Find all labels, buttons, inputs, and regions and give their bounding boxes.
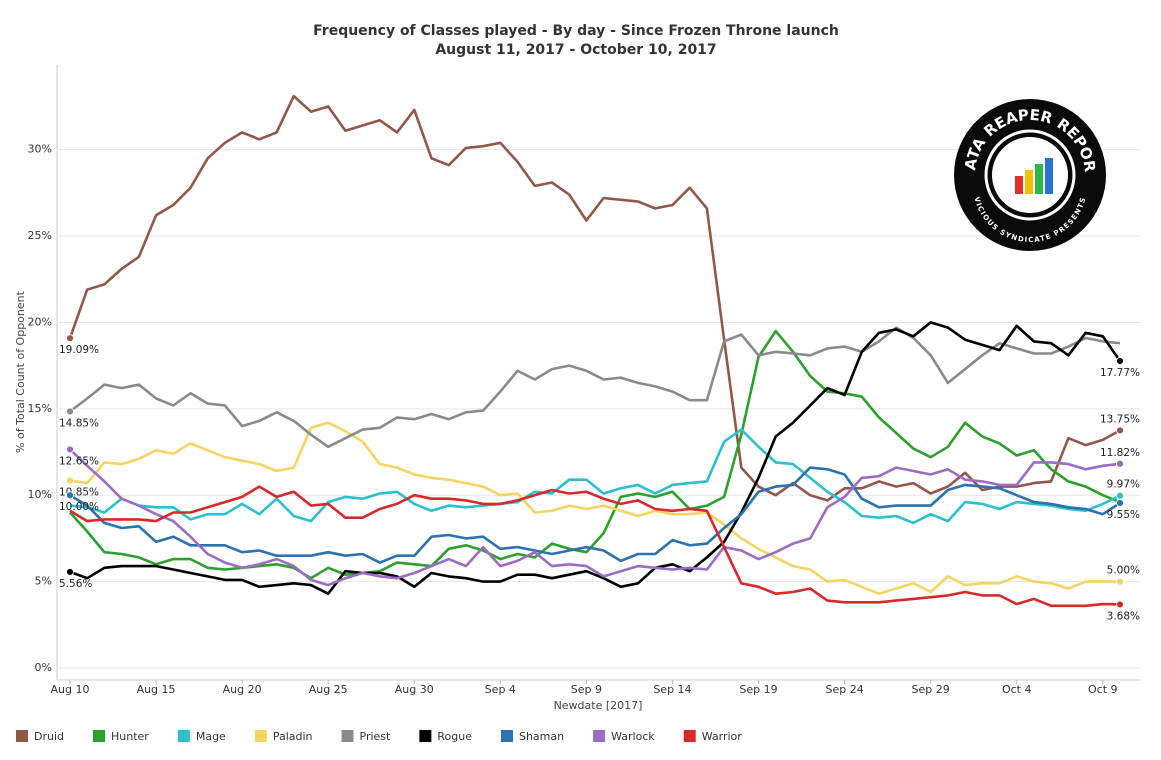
legend-label: Druid: [34, 730, 64, 743]
legend-swatch: [16, 730, 28, 742]
legend-swatch: [93, 730, 106, 742]
legend-item: Druid: [16, 730, 64, 743]
value-label: 13.75%: [1100, 413, 1140, 425]
y-tick-label: 10%: [28, 488, 52, 501]
legend-item: Warlock: [593, 730, 655, 743]
value-label: 17.77%: [1100, 367, 1140, 379]
legend-swatch: [593, 730, 606, 742]
legend-label: Rogue: [437, 730, 472, 743]
end-marker: [66, 476, 74, 485]
end-marker: [1116, 426, 1124, 435]
legend-item: Hunter: [93, 730, 149, 743]
x-tick-label: Sep 19: [739, 683, 777, 696]
series-line: [69, 421, 1120, 595]
logo-bar: [1035, 164, 1043, 194]
end-marker: [66, 334, 74, 343]
series-line: [69, 326, 1121, 449]
series-line: [69, 428, 1121, 525]
end-marker: [1116, 459, 1124, 468]
x-tick-label: Aug 30: [395, 683, 434, 696]
end-marker: [66, 491, 74, 500]
y-tick-label: 30%: [28, 143, 52, 156]
value-label: 9.55%: [1107, 509, 1140, 521]
end-marker: [1116, 499, 1124, 507]
legend-item: Warrior: [683, 730, 743, 743]
legend-item: Priest: [341, 730, 392, 743]
x-tick-label: Sep 29: [912, 683, 950, 696]
legend-label: Shaman: [519, 730, 564, 743]
y-axis-title: % of Total Count of Opponent: [14, 290, 27, 453]
y-tick-label: 25%: [28, 229, 52, 242]
value-label: 9.97%: [1107, 479, 1140, 491]
legend-label: Warrior: [702, 730, 743, 743]
legend-swatch: [254, 730, 267, 742]
legend-swatch: [500, 730, 513, 742]
legend-swatch: [419, 730, 432, 742]
end-marker: [66, 445, 74, 454]
y-tick-label: 0%: [35, 661, 52, 674]
chart-title: Frequency of Classes played - By day - S…: [313, 23, 839, 39]
chart-subtitle: August 11, 2017 - October 10, 2017: [435, 42, 716, 58]
legend-label: Warlock: [611, 730, 655, 743]
x-tick-label: Aug 25: [309, 683, 348, 696]
logo-bar: [1025, 170, 1033, 194]
y-tick-label: 15%: [28, 402, 52, 415]
end-marker: [1116, 600, 1124, 609]
x-tick-label: Aug 10: [51, 683, 90, 696]
x-tick-label: Aug 20: [223, 683, 262, 696]
legend-swatch: [177, 730, 190, 742]
end-marker: [1116, 357, 1124, 365]
series-line: [68, 94, 1121, 502]
logo-bar: [1045, 158, 1053, 194]
legend-swatch: [683, 730, 696, 742]
legend-item: Rogue: [419, 730, 472, 743]
y-tick-label: 5%: [35, 575, 52, 588]
x-tick-label: Oct 4: [1002, 683, 1032, 696]
x-tick-label: Sep 24: [825, 683, 863, 696]
legend-item: Shaman: [500, 730, 564, 743]
value-label: 11.82%: [1100, 447, 1140, 459]
value-label: 3.68%: [1107, 610, 1140, 622]
legend-label: Paladin: [273, 730, 313, 743]
value-label: 5.00%: [1107, 565, 1140, 577]
logo-bar: [1015, 176, 1023, 194]
legend-item: Mage: [177, 730, 226, 743]
end-marker: [66, 568, 74, 576]
legend-swatch: [341, 730, 354, 742]
value-label: 5.56%: [59, 578, 92, 590]
x-tick-label: Sep 4: [485, 683, 516, 696]
value-label: 19.09%: [59, 344, 99, 356]
y-tick-label: 20%: [28, 315, 52, 328]
legend-label: Mage: [196, 730, 226, 743]
end-marker: [1116, 491, 1124, 500]
legend-label: Priest: [360, 730, 392, 743]
series-line: [69, 485, 1121, 608]
value-label: 10.85%: [59, 487, 99, 499]
legend-item: Paladin: [254, 730, 313, 743]
value-label: 10.00%: [59, 501, 99, 513]
x-axis-title: Newdate [2017]: [554, 699, 643, 712]
end-marker: [1116, 577, 1124, 586]
x-tick-label: Sep 14: [653, 683, 691, 696]
logo-ring: [984, 129, 1076, 221]
series-line: [69, 448, 1121, 587]
series-line: [69, 466, 1121, 564]
x-tick-label: Oct 9: [1088, 683, 1118, 696]
value-label: 12.65%: [59, 455, 99, 467]
x-tick-label: Aug 15: [137, 683, 176, 696]
x-tick-label: Sep 9: [571, 683, 602, 696]
series-line: [69, 321, 1122, 595]
value-label: 14.85%: [59, 417, 99, 429]
end-marker: [66, 407, 74, 416]
legend-label: Hunter: [111, 730, 149, 743]
